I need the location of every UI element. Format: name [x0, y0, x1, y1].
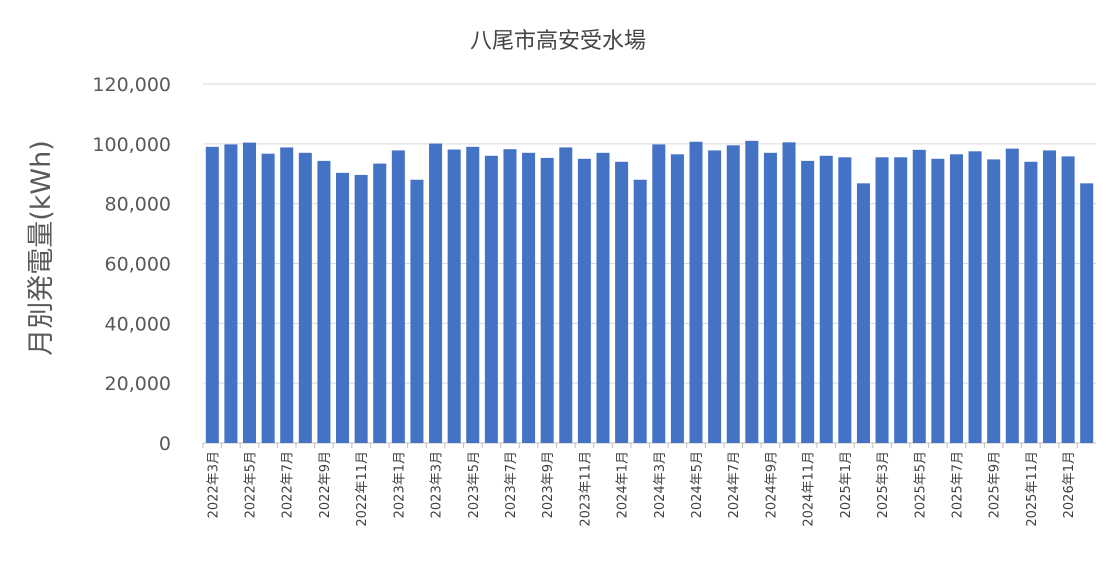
bar — [615, 161, 629, 444]
y-axis-ticks: 0 20,000 40,000 60,000 80,000 100,000 120,000 — [92, 74, 171, 455]
bar — [224, 144, 238, 443]
y-tick-label: 60,000 — [105, 254, 171, 276]
bar — [689, 141, 703, 443]
bar — [596, 152, 610, 443]
y-tick-label: 80,000 — [105, 194, 171, 216]
x-tick-label: 2023年5月 — [467, 451, 482, 518]
bar — [429, 143, 443, 443]
y-tick-label: 120,000 — [92, 74, 171, 96]
x-tick-label: 2024年1月 — [616, 451, 631, 518]
bar — [1061, 156, 1075, 444]
bar — [949, 154, 963, 443]
bar — [838, 157, 852, 443]
x-tick-label: 2023年11月 — [578, 451, 593, 527]
bar — [391, 150, 405, 444]
y-tick-label: 0 — [159, 433, 171, 455]
x-tick-label: 2024年5月 — [690, 451, 705, 518]
x-tick-label: 2025年5月 — [913, 451, 928, 518]
bar — [931, 158, 945, 443]
chart-title: 八尾市高安受水場 — [470, 29, 646, 54]
bar — [633, 179, 647, 443]
bars — [205, 140, 1094, 444]
bar — [856, 183, 870, 443]
x-tick-label: 2022年9月 — [318, 451, 333, 518]
y-tick-label: 20,000 — [105, 373, 171, 395]
bar — [242, 142, 257, 444]
bar — [745, 140, 759, 443]
y-tick-label: 40,000 — [105, 313, 171, 335]
bar — [670, 154, 684, 443]
x-tick-label: 2023年1月 — [392, 451, 407, 518]
x-tick-label: 2024年11月 — [802, 451, 817, 527]
bar — [373, 163, 387, 443]
bar — [205, 146, 219, 443]
x-tick-label: 2026年1月 — [1062, 451, 1077, 518]
bar — [559, 147, 573, 443]
bar — [484, 155, 498, 444]
bar — [1080, 183, 1094, 443]
x-tick-label: 2025年1月 — [839, 451, 854, 518]
x-tick-label: 2025年9月 — [988, 451, 1003, 518]
bar — [447, 149, 461, 443]
bar — [540, 157, 554, 443]
x-tick-label: 2024年3月 — [653, 451, 668, 518]
gridlines — [203, 83, 1096, 444]
x-tick-label: 2022年11月 — [355, 451, 370, 527]
bar — [317, 160, 331, 443]
bar — [1005, 148, 1019, 443]
x-tick-label: 2025年7月 — [950, 451, 965, 518]
x-tick-label: 2022年7月 — [281, 451, 296, 518]
bar — [708, 150, 722, 444]
bar — [912, 149, 926, 444]
x-axis-ticks: 2022年3月 2022年5月 2022年7月 2022年9月 2022年11月 2023… — [202, 443, 1078, 527]
bar — [522, 152, 536, 443]
bar — [801, 160, 815, 443]
bar — [652, 144, 666, 443]
bar — [577, 158, 591, 443]
bar — [261, 153, 275, 444]
x-tick-label: 2025年11月 — [1025, 451, 1040, 527]
bar — [726, 145, 740, 443]
bar — [280, 147, 294, 443]
x-tick-label: 2024年9月 — [764, 451, 779, 518]
bar — [298, 152, 312, 443]
bar — [968, 151, 982, 443]
y-axis-label: 月別発電量(kWh) — [26, 140, 57, 356]
bar — [1042, 150, 1057, 444]
x-tick-label: 2023年3月 — [430, 451, 445, 518]
bar — [987, 159, 1001, 443]
bar — [875, 157, 889, 443]
bar — [894, 157, 908, 443]
bar — [354, 174, 368, 444]
bar — [763, 152, 777, 443]
bar — [410, 179, 424, 443]
bar — [819, 155, 833, 444]
bar — [782, 142, 796, 443]
bar — [503, 149, 517, 444]
x-tick-label: 2023年7月 — [504, 451, 519, 518]
x-tick-label: 2022年5月 — [244, 451, 259, 518]
bar — [1024, 161, 1038, 444]
bar — [466, 146, 480, 443]
x-tick-label: 2024年7月 — [727, 451, 742, 518]
x-tick-label: 2022年3月 — [206, 451, 221, 518]
x-tick-label: 2023年9月 — [541, 451, 556, 518]
y-tick-label: 100,000 — [92, 134, 171, 156]
bar — [336, 172, 350, 444]
x-tick-label: 2025年3月 — [876, 451, 891, 518]
